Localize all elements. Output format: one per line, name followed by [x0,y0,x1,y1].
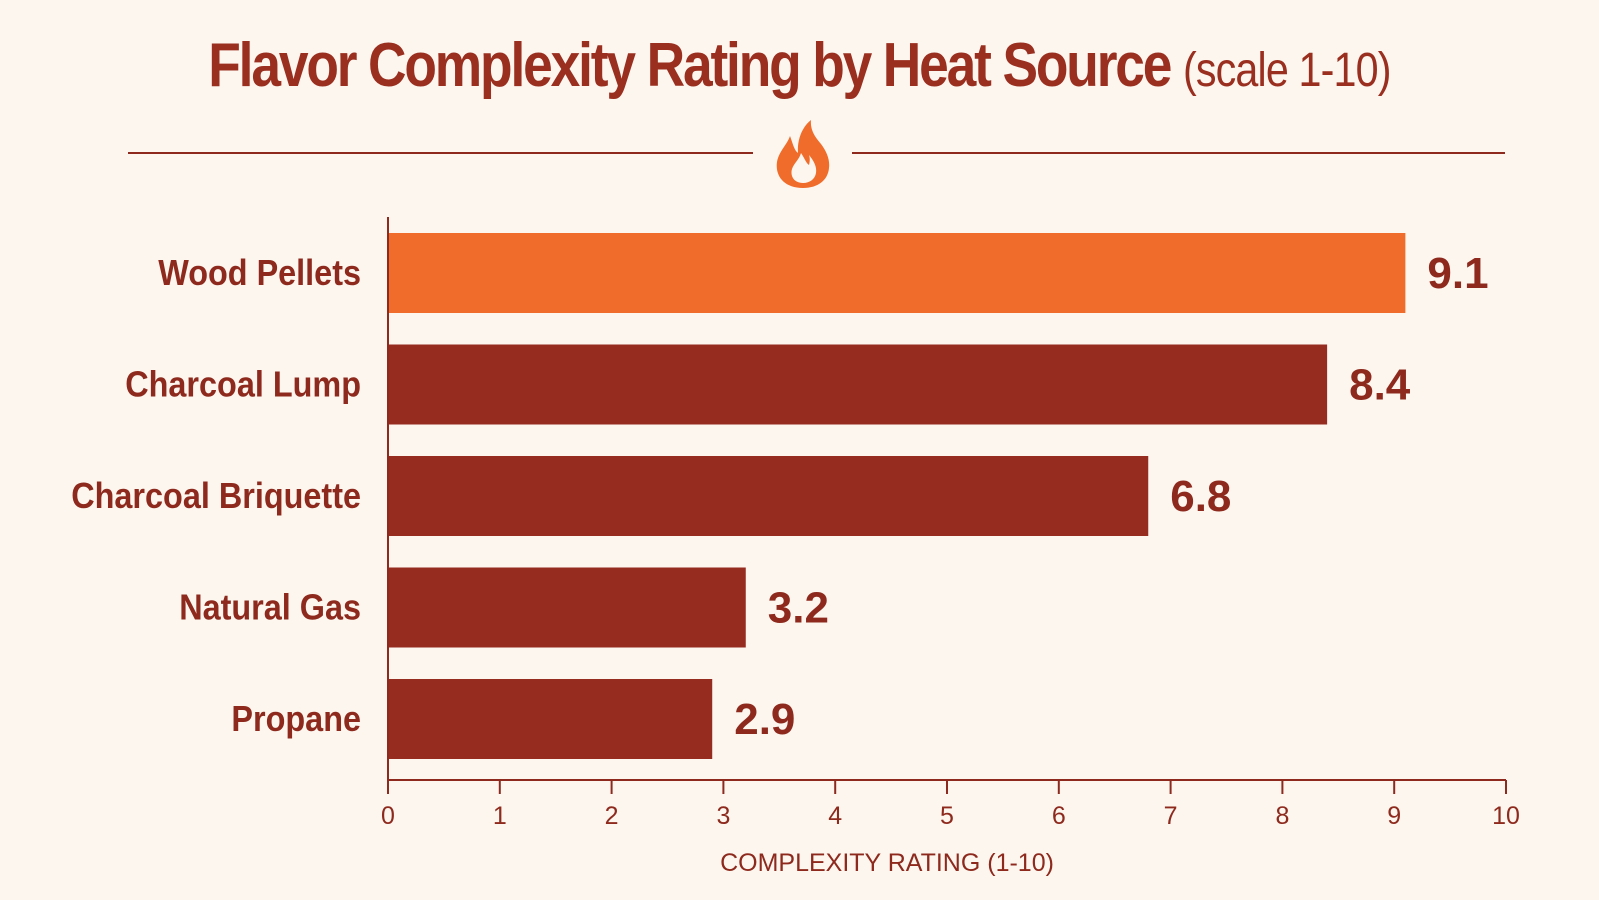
value-label: 9.1 [1427,249,1488,298]
chart-subtitle: (scale 1-10) [1183,44,1391,97]
bar [388,679,713,759]
value-label: 2.9 [734,695,795,744]
x-tick-label: 9 [1387,802,1401,830]
value-label: 8.4 [1349,361,1411,410]
title-divider [128,120,1505,188]
x-tick-label: 5 [940,802,954,830]
chart-title: Flavor Complexity Rating by Heat Source … [208,30,1391,101]
x-tick-label: 0 [381,802,395,830]
flame-icon [776,120,830,188]
x-tick-label: 1 [493,802,507,830]
value-label: 3.2 [768,584,829,633]
x-tick-label: 6 [1052,802,1066,830]
category-label: Wood Pellets [158,253,361,293]
x-tick-label: 2 [605,802,619,830]
bars-group [388,233,1406,759]
x-axis-title: COMPLEXITY RATING (1-10) [720,849,1054,877]
category-label: Charcoal Lump [125,365,361,405]
bar [388,233,1406,313]
bar [388,344,1328,425]
category-labels: Wood Pellets Charcoal Lump Charcoal Brique… [71,253,361,739]
axes-group: 0 1 2 3 4 5 6 7 8 9 10 [381,217,1520,830]
category-label: Propane [231,699,361,739]
chart-title-text: Flavor Complexity Rating by Heat Source [208,31,1172,100]
bar [388,567,746,648]
title-block: Flavor Complexity Rating by Heat Source … [0,30,1599,101]
x-tick-label: 7 [1164,802,1178,830]
x-tick-label: 10 [1492,802,1520,830]
value-labels: 9.1 8.4 6.8 3.2 2.9 [734,249,1488,744]
bar [388,456,1149,536]
x-tick-label: 4 [828,802,842,830]
x-tick-label: 8 [1275,802,1289,830]
category-label: Natural Gas [179,588,361,628]
category-label: Charcoal Briquette [71,476,361,516]
x-tick-label: 3 [716,802,730,830]
value-label: 6.8 [1170,472,1231,521]
